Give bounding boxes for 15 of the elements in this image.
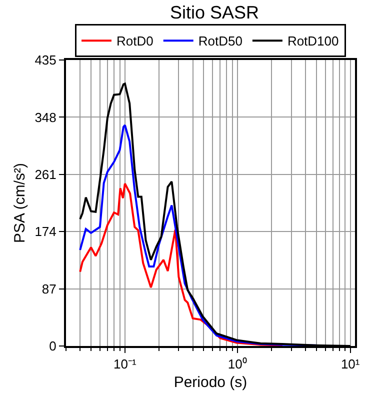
legend-label: RotD50 [198,34,242,49]
chart-title: Sitio SASR [170,2,260,23]
y-tick-label: 435 [34,52,56,68]
x-tick-label: 10¹ [340,356,360,372]
y-tick-label: 87 [42,281,56,296]
y-tick-label: 261 [34,166,56,182]
x-tick-label: 10⁻¹ [114,356,137,372]
y-tick-label: 348 [34,110,56,125]
y-tick-label: 0 [49,338,56,354]
x-tick-label: 10⁰ [228,356,248,372]
x-axis-title: Periodo (s) [174,374,248,392]
legend-label: RotD100 [287,34,339,49]
y-axis-title: PSA (cm/s²) [11,162,28,244]
y-tick-label: 174 [34,224,56,240]
legend-label: RotD0 [116,34,154,49]
